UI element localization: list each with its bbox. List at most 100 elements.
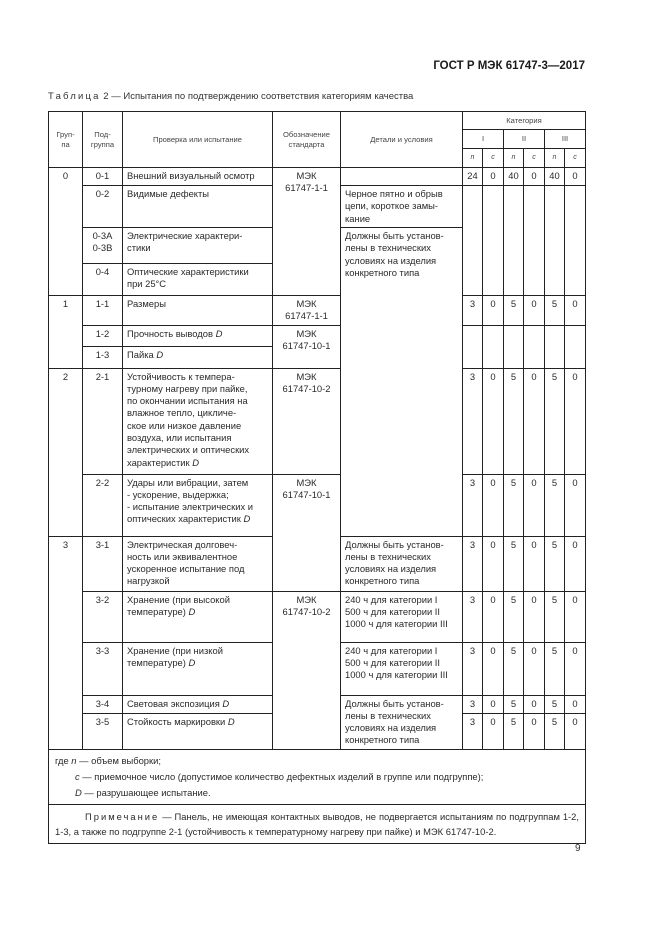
subgroup-cell: 2-2 [82, 473, 123, 537]
empty-category-cell [462, 324, 483, 369]
table-row: 1-3 Пайка D [49, 345, 586, 369]
document-id: ГОСТ Р МЭК 61747-3—2017 [433, 60, 585, 72]
header-test: Проверка или испытание [122, 111, 273, 168]
legend-text: — приемочное число (допустимое количеств… [79, 770, 484, 782]
details-cell: Должны быть установ- лены в технических … [340, 227, 463, 537]
test-cell: Хранение (при низкой температуре) D [122, 641, 273, 696]
n-value: 5 [544, 535, 565, 592]
table-row: 3-3 Хранение (при низкой температуре) D 24… [49, 641, 586, 696]
caption-title: — Испытания по подтверждению соответстви… [111, 91, 414, 102]
destructive-mark: D [227, 715, 235, 727]
c-value: 0 [564, 167, 586, 186]
test-cell: Оптические характеристики при 25°C [122, 263, 273, 296]
test-name: Размеры [127, 298, 166, 309]
header-category-ii: II [503, 129, 545, 149]
subgroup-cell: 0-2 [82, 185, 123, 228]
test-name: Внешний визуальный осмотр [127, 170, 255, 181]
n-value: 5 [544, 590, 565, 643]
c-value: 0 [523, 641, 545, 696]
c-value: 0 [523, 712, 545, 750]
subgroup-cell: 1-2 [82, 324, 123, 347]
header-standard: Обозначение стандарта [272, 111, 341, 168]
legend-prefix: где [55, 754, 72, 766]
c-value: 0 [523, 295, 545, 326]
n-value: 40 [544, 167, 565, 186]
test-name: Стойкость маркировки [127, 715, 228, 727]
subgroup-cell: 0-4 [82, 263, 123, 296]
standard-cell: МЭК 61747-1-1 [272, 167, 341, 296]
empty-category-cell [523, 324, 545, 369]
c-value: 0 [564, 473, 586, 537]
destructive-mark: D [192, 456, 199, 468]
header-n: n [503, 148, 524, 168]
standard-cell: МЭК 61747-10-1 [272, 324, 341, 369]
standard-cell: МЭК 61747-10-2 [272, 590, 341, 750]
group-cell: 3 [48, 535, 83, 750]
test-cell: Видимые дефекты [122, 185, 273, 228]
test-name: Пайка [127, 348, 157, 360]
legend-text: — разрушающее испытание. [81, 786, 211, 798]
n-value: 5 [544, 473, 565, 537]
n-value: 24 [462, 167, 483, 186]
c-value: 0 [482, 167, 504, 186]
test-name: Прочность выводов [127, 327, 216, 339]
n-value: 5 [503, 295, 524, 326]
subgroup-cell: 1-1 [82, 295, 123, 326]
c-value: 0 [523, 590, 545, 643]
test-cell: Внешний визуальный осмотр [122, 167, 273, 186]
details-cell: Черное пятно и обрыв цепи, короткое замы… [340, 185, 463, 228]
test-cell: Электрическая долговеч- ность или эквива… [122, 535, 273, 592]
destructive-mark: D [243, 513, 251, 525]
legend-cell: где n — объем выборки; c — приемочное чис… [48, 748, 586, 805]
n-value: 3 [462, 641, 483, 696]
subgroup-cell: 3-4 [82, 694, 123, 714]
n-value: 3 [462, 473, 483, 537]
table-row: 0 0-1 Внешний визуальный осмотр МЭК 61747-1… [48, 167, 586, 296]
group-cell: 0 [48, 167, 83, 296]
details-cell: 240 ч для категории I 500 ч для категори… [340, 641, 463, 696]
empty-category-cell [482, 324, 504, 369]
table-caption: Таблица 2 — Испытания по подтверждению с… [48, 91, 413, 102]
c-value: 0 [564, 641, 586, 696]
destructive-mark: D [156, 348, 164, 360]
header-n: n [462, 148, 483, 168]
test-name: Удары или вибрации, затем - ускорение, в… [127, 476, 253, 525]
empty-category-cell [564, 324, 586, 369]
remark-cell: Примечание — Панель, не имеющая контактн… [48, 803, 586, 844]
legend-row: где n — объем выборки; c — приемочное чис… [48, 748, 586, 805]
n-value: 3 [462, 295, 483, 326]
details-cell [340, 167, 463, 186]
c-value: 0 [482, 367, 504, 475]
destructive-mark: D [222, 697, 230, 709]
details-cell: 240 ч для категории I 500 ч для категори… [340, 590, 463, 643]
table-row: 3-4 Световая экспозиция D Должны быть уста… [49, 694, 586, 750]
standard-cell: МЭК 61747-1-1 [272, 295, 341, 326]
test-name: Оптические характеристики при 25°C [127, 266, 249, 290]
c-value: 0 [482, 535, 504, 592]
legend-item: c — приемочное число (допустимое количес… [55, 769, 579, 785]
standard-cell: МЭК 61747-10-2 [272, 367, 341, 475]
n-value: 3 [462, 590, 483, 643]
n-value: 5 [544, 694, 565, 714]
page-number: 9 [575, 843, 581, 854]
header-c: c [564, 148, 586, 168]
table-row: 3 3-1 Электрическая долговеч- ность или эк… [48, 535, 586, 750]
n-value: 5 [544, 712, 565, 750]
n-value: 5 [503, 535, 524, 592]
header-category: Категория [462, 111, 586, 130]
c-value: 0 [564, 367, 586, 475]
subgroup-cell: 3-3 [82, 641, 123, 696]
test-name: Электрические характери- стики [127, 230, 243, 254]
c-value: 0 [564, 694, 586, 714]
test-name: Устойчивость к темпера- турному нагреву … [127, 370, 250, 468]
n-value: 5 [503, 590, 524, 643]
destructive-mark: D [188, 605, 196, 617]
n-value: 3 [462, 367, 483, 475]
c-value: 0 [482, 641, 504, 696]
test-name: Хранение (при высокой температуре) [127, 593, 230, 617]
table-row: 2-2 Удары или вибрации, затем - ускорение… [49, 473, 586, 592]
empty-category-cell [462, 185, 483, 296]
test-name: Световая экспозиция [127, 697, 223, 709]
c-value: 0 [523, 167, 545, 186]
